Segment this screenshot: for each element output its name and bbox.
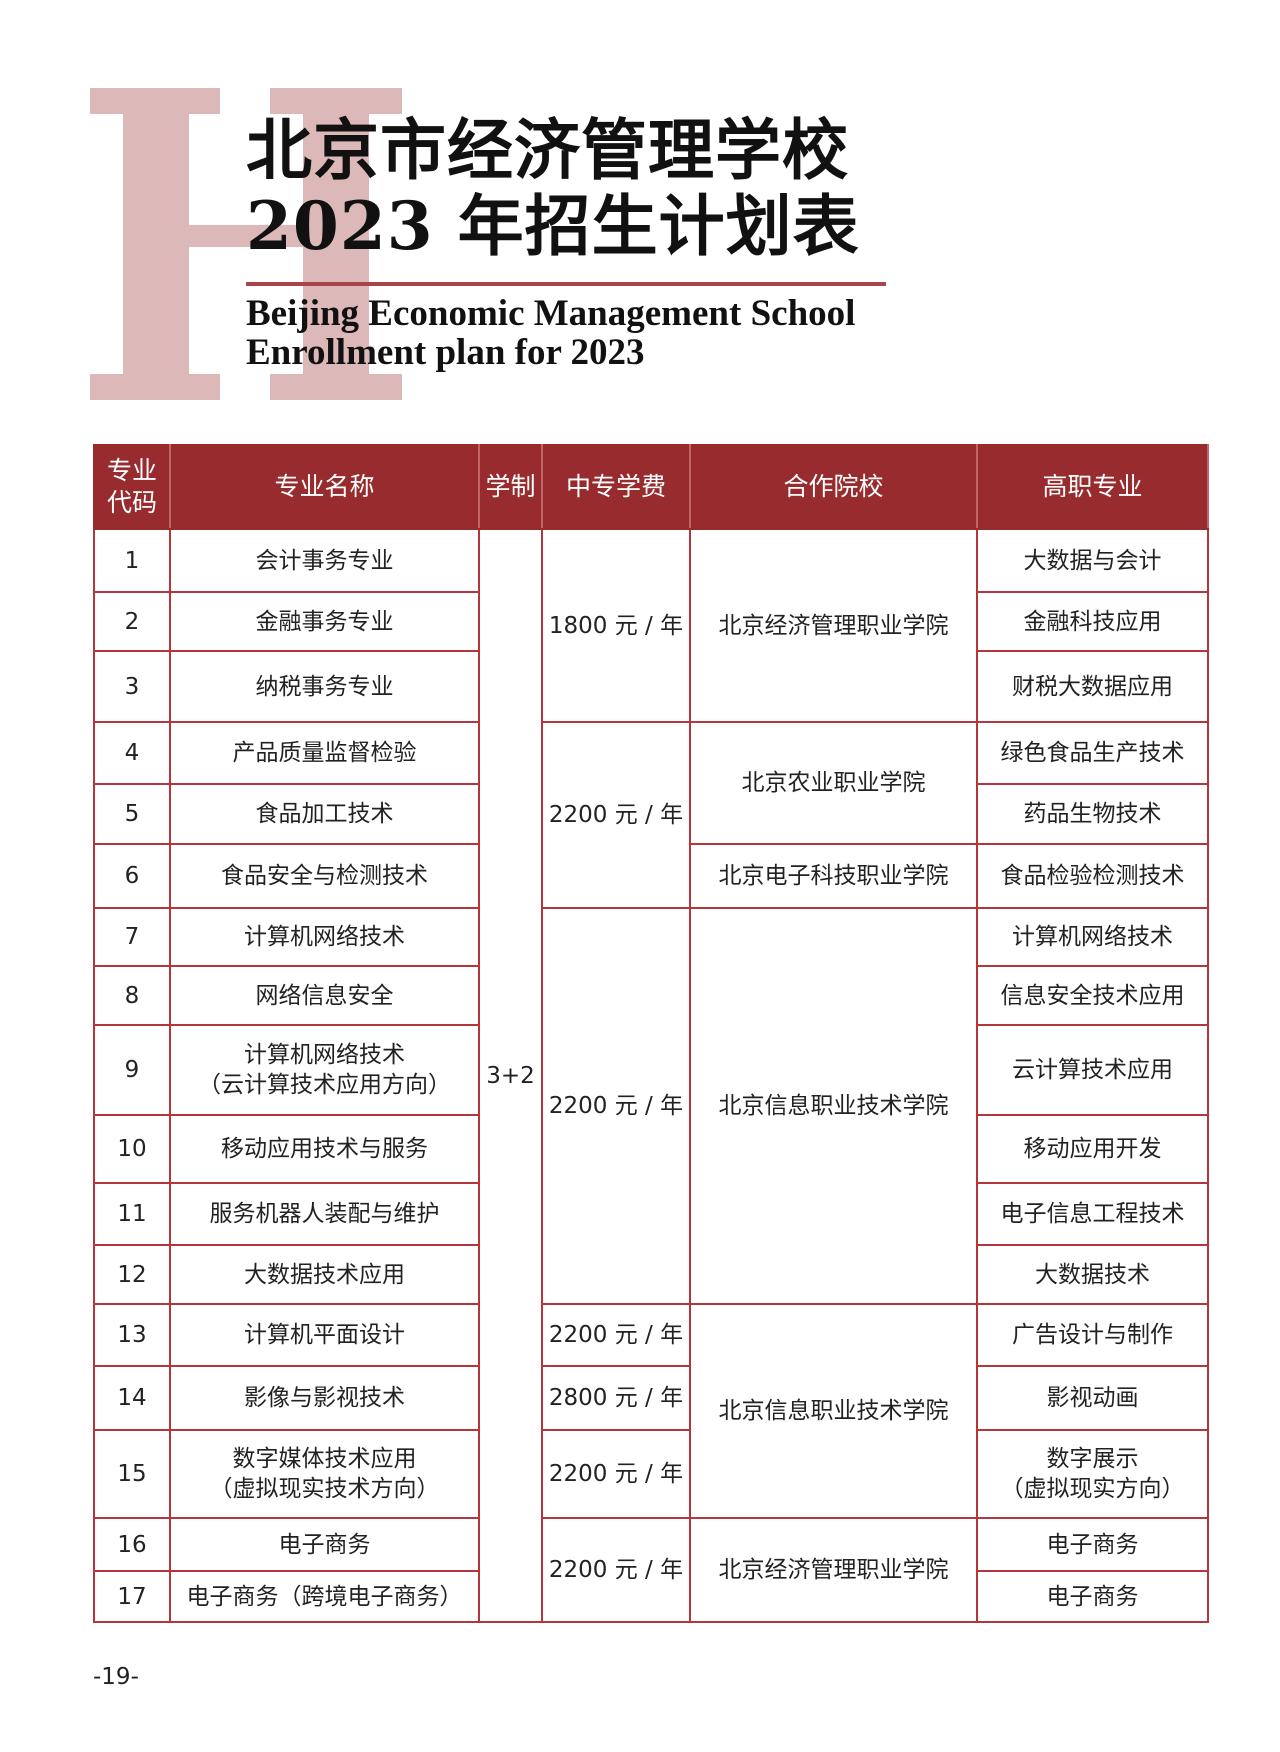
page-number: -19- [93,1664,139,1690]
higher-vocational-major: 绿色食品生产技术 [976,721,1209,785]
major-code: 16 [93,1517,171,1572]
title-line-2: 2023 年招生计划表 [246,187,860,265]
partner-college: 北京经济管理职业学院 [689,528,978,723]
major-name: 大数据技术应用 [169,1244,480,1305]
major-code: 2 [93,591,171,652]
tuition-fee: 2200 元 / 年 [541,907,691,1305]
higher-vocational-major: 电子商务 [976,1517,1209,1572]
page-title: 北京市经济管理学校 2023 年招生计划表 [246,112,860,264]
higher-vocational-major: 电子信息工程技术 [976,1182,1209,1246]
higher-vocational-major: 数字展示 （虚拟现实方向） [976,1429,1209,1519]
header-fee: 中专学费 [541,444,691,530]
partner-college: 北京农业职业学院 [689,721,978,845]
tuition-fee: 2200 元 / 年 [541,1517,691,1623]
table-row: 16 电子商务 2200 元 / 年北京经济管理职业学院 电子商务 [93,1517,1209,1623]
subtitle-line-1: Beijing Economic Management School [246,293,856,334]
major-code: 3 [93,650,171,723]
header-college: 合作院校 [689,444,978,530]
higher-vocational-major: 食品检验检测技术 [976,843,1209,909]
enrollment-plan-table: 专业 代码 专业名称 学制 中专学费 合作院校 高职专业 1 会计事务专业 3+2 1800 元… [93,444,1209,1623]
major-name: 数字媒体技术应用 （虚拟现实技术方向） [169,1429,480,1519]
table-row: 7 计算机网络技术 2200 元 / 年北京信息职业技术学院 计算机网络技术 [93,907,1209,1305]
major-code: 5 [93,783,171,845]
major-code: 11 [93,1182,171,1246]
decorative-letter-h [90,88,402,400]
major-code: 14 [93,1365,171,1431]
major-name: 电子商务（跨境电子商务） [169,1570,480,1623]
higher-vocational-major: 大数据与会计 [976,528,1209,593]
partner-college: 北京经济管理职业学院 [689,1517,978,1623]
major-name: 金融事务专业 [169,591,480,652]
major-name: 产品质量监督检验 [169,721,480,785]
major-code: 1 [93,528,171,593]
major-code: 17 [93,1570,171,1623]
major-code: 13 [93,1303,171,1367]
table-row: 8 网络信息安全 信息安全技术应用 [93,965,1209,1026]
table-row: 17 电子商务（跨境电子商务） 电子商务 [93,1570,1209,1623]
higher-vocational-major: 信息安全技术应用 [976,965,1209,1026]
partner-college: 北京信息职业技术学院 [689,1303,978,1519]
table-row: 13 计算机平面设计 2200 元 / 年北京信息职业技术学院 广告设计与制作 [93,1303,1209,1519]
header-code: 专业 代码 [93,444,171,530]
major-name: 会计事务专业 [169,528,480,593]
subtitle-line-2: Enrollment plan for 2023 [246,332,645,373]
major-name: 计算机平面设计 [169,1303,480,1367]
major-name: 网络信息安全 [169,965,480,1026]
english-subtitle: Beijing Economic Management School Enrol… [246,294,855,372]
title-divider [246,282,886,286]
higher-vocational-major: 大数据技术 [976,1244,1209,1305]
tuition-fee: 1800 元 / 年 [541,528,691,723]
major-name: 纳税事务专业 [169,650,480,723]
higher-vocational-major: 影视动画 [976,1365,1209,1431]
table-row: 5 食品加工技术 药品生物技术 [93,783,1209,845]
table-row: 3 纳税事务专业 财税大数据应用 [93,650,1209,723]
higher-vocational-major: 电子商务 [976,1570,1209,1623]
major-name: 食品安全与检测技术 [169,843,480,909]
higher-vocational-major: 云计算技术应用 [976,1024,1209,1116]
partner-college: 北京信息职业技术学院 [689,907,978,1305]
major-name: 电子商务 [169,1517,480,1572]
header-major: 专业名称 [169,444,480,530]
higher-vocational-major: 金融科技应用 [976,591,1209,652]
table-row: 12 大数据技术应用 大数据技术 [93,1244,1209,1305]
higher-vocational-major: 广告设计与制作 [976,1303,1209,1367]
major-name: 计算机网络技术 （云计算技术应用方向） [169,1024,480,1116]
table-row: 15 数字媒体技术应用 （虚拟现实技术方向） 2200 元 / 年 数字展示 （虚拟现… [93,1429,1209,1519]
table-row: 4 产品质量监督检验 2200 元 / 年北京农业职业学院 绿色食品生产技术 [93,721,1209,909]
table-row: 6 食品安全与检测技术 北京电子科技职业学院 食品检验检测技术 [93,843,1209,909]
major-code: 7 [93,907,171,967]
major-code: 4 [93,721,171,785]
major-code: 15 [93,1429,171,1519]
major-name: 食品加工技术 [169,783,480,845]
tuition-fee: 2200 元 / 年 [541,1303,691,1367]
major-name: 服务机器人装配与维护 [169,1182,480,1246]
higher-vocational-major: 财税大数据应用 [976,650,1209,723]
tuition-fee: 2200 元 / 年 [541,721,691,909]
higher-vocational-major: 药品生物技术 [976,783,1209,845]
table-row: 14 影像与影视技术 2800 元 / 年 影视动画 [93,1365,1209,1431]
major-name: 移动应用技术与服务 [169,1114,480,1184]
table-row: 9 计算机网络技术 （云计算技术应用方向） 云计算技术应用 [93,1024,1209,1116]
major-code: 8 [93,965,171,1026]
table-row: 1 会计事务专业 3+2 1800 元 / 年北京经济管理职业学院 大数据与会计 [93,528,1209,1623]
major-name: 影像与影视技术 [169,1365,480,1431]
major-code: 9 [93,1024,171,1116]
tuition-fee: 2800 元 / 年 [541,1365,691,1431]
table-row: 11 服务机器人装配与维护 电子信息工程技术 [93,1182,1209,1246]
duration: 3+2 [478,528,543,1623]
major-code: 10 [93,1114,171,1184]
table-header-row: 专业 代码 专业名称 学制 中专学费 合作院校 高职专业 [93,444,1209,530]
higher-vocational-major: 计算机网络技术 [976,907,1209,967]
partner-college: 北京电子科技职业学院 [689,843,978,909]
higher-vocational-major: 移动应用开发 [976,1114,1209,1184]
major-code: 12 [93,1244,171,1305]
table-row: 2 金融事务专业 金融科技应用 [93,591,1209,652]
header-duration: 学制 [478,444,543,530]
tuition-fee: 2200 元 / 年 [541,1429,691,1519]
header-higher-major: 高职专业 [976,444,1209,530]
title-line-1: 北京市经济管理学校 [246,111,849,189]
major-name: 计算机网络技术 [169,907,480,967]
major-code: 6 [93,843,171,909]
table-row: 10 移动应用技术与服务 移动应用开发 [93,1114,1209,1184]
